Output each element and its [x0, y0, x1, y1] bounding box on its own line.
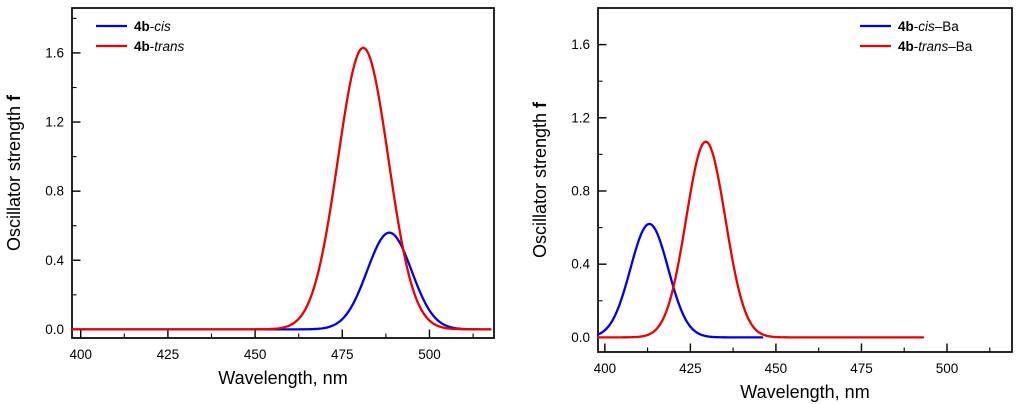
y-tick-label: 0.8 [45, 184, 64, 199]
series-line-4b-cis-ba [596, 222, 764, 339]
plot-frame [597, 7, 1013, 353]
chart-left-free-ligand: 400 425 450 475 500 0.0 0.4 0.8 1.2 1.6 4b-cis 4b-t… [4, 7, 495, 388]
chart-right-ba-complex: 400 425 450 475 500 0.0 0.4 0.8 1.2 1.6 4b-cis–Ba 4… [512, 0, 1024, 404]
y-tick-label: 0.4 [571, 257, 590, 272]
y-tick-label: 0.8 [571, 183, 590, 198]
series-line-4b-trans [70, 46, 492, 331]
x-tick-label: 500 [418, 347, 441, 362]
left-chart-svg: 400 425 450 475 500 0.0 0.4 0.8 1.2 1.6 4b-cis 4b-t… [4, 7, 495, 388]
x-tick-label: 400 [69, 347, 92, 362]
y-tick-label: 0.0 [45, 322, 64, 337]
x-tick-label: 425 [157, 347, 180, 362]
series-line-4b-cis [70, 231, 492, 331]
y-tick-label: 1.6 [45, 45, 64, 60]
x-tick-label: 450 [244, 347, 267, 362]
legend-label-4b-cis: 4b-cis [134, 19, 171, 34]
right-chart-svg: 400 425 450 475 500 0.0 0.4 0.8 1.2 1.6 4b-cis–Ba 4… [530, 7, 1013, 402]
y-tick-label: 0.4 [45, 253, 64, 268]
x-tick-label: 475 [850, 361, 873, 376]
x-tick-label: 450 [765, 361, 788, 376]
x-axis-label: Wavelength, nm [740, 382, 869, 402]
x-tick-label: 400 [594, 361, 617, 376]
x-tick-label: 425 [679, 361, 702, 376]
x-axis-label: Wavelength, nm [218, 368, 347, 388]
y-tick-label: 0.0 [571, 330, 590, 345]
y-axis-label: Oscillator strength f [4, 94, 24, 251]
series-line-4b-trans-ba [596, 140, 925, 339]
legend-label-4b-trans: 4b-trans [134, 39, 185, 54]
y-tick-label: 1.2 [45, 115, 64, 130]
legend-label-4b-cis-ba: 4b-cis–Ba [898, 19, 959, 34]
legend-label-4b-trans-ba: 4b-trans–Ba [898, 39, 973, 54]
y-tick-label: 1.2 [571, 110, 590, 125]
x-tick-label: 475 [331, 347, 354, 362]
x-tick-label: 500 [936, 361, 959, 376]
y-axis-label: Oscillator strength f [530, 101, 550, 258]
y-tick-label: 1.6 [571, 37, 590, 52]
plot-frame [71, 7, 495, 339]
